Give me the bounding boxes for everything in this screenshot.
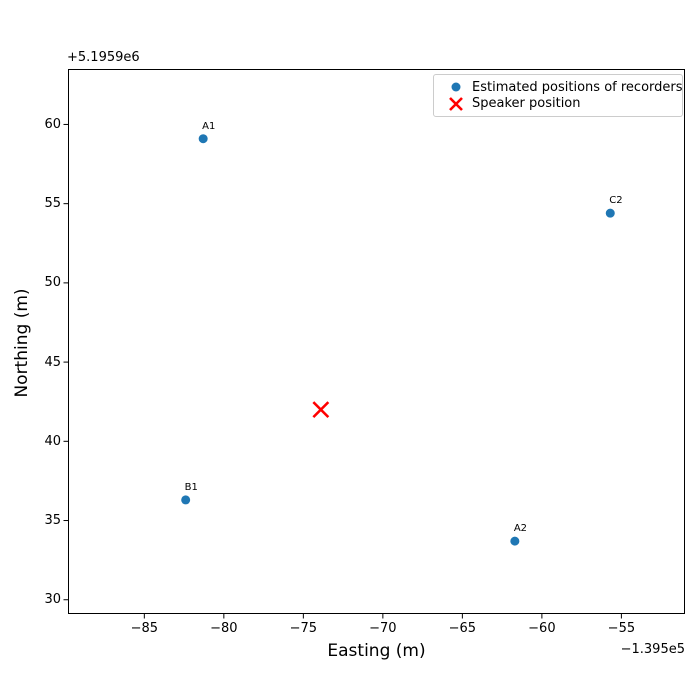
y-tick-label: 35	[44, 513, 61, 529]
point-label: C2	[609, 195, 623, 207]
x-tick-label: −80	[210, 621, 238, 636]
y-tick-label: 45	[44, 354, 61, 370]
y-axis-offset-text: +5.1959e6	[67, 50, 140, 65]
x-axis-label: Easting (m)	[327, 641, 426, 661]
x-tick-label: −75	[289, 621, 318, 636]
recorder-dot-icon	[440, 80, 472, 94]
speaker-x-icon-shape	[449, 96, 463, 111]
y-tick-label: 40	[44, 433, 61, 449]
y-axis-label: Northing (m)	[12, 288, 32, 398]
x-tick-label: −65	[448, 621, 477, 636]
x-tick-label: −55	[607, 621, 636, 636]
x-tick-label: −85	[130, 621, 159, 636]
x-axis-offset-text: −1.395e5	[620, 642, 685, 657]
point-label: B1	[184, 481, 198, 493]
y-tick-label: 50	[44, 275, 61, 291]
y-tick-label: 60	[44, 116, 61, 132]
legend-entry-recorders: Estimated positions of recorders	[440, 79, 683, 96]
plot-area	[68, 69, 685, 614]
legend-label-speaker: Speaker position	[472, 96, 581, 112]
legend: Estimated positions of recorders Speaker…	[433, 74, 683, 117]
legend-label-recorders: Estimated positions of recorders	[472, 79, 683, 95]
point-label: A1	[202, 120, 216, 132]
point-label: A2	[513, 523, 528, 535]
speaker-x-icon	[440, 96, 472, 112]
recorder-dot-icon-shape	[451, 82, 461, 92]
y-tick-label: 30	[44, 592, 61, 608]
y-tick-label: 55	[44, 196, 61, 212]
x-tick-label: −70	[369, 621, 397, 636]
x-tick-label: −60	[528, 621, 556, 636]
legend-entry-speaker: Speaker position	[440, 96, 676, 113]
